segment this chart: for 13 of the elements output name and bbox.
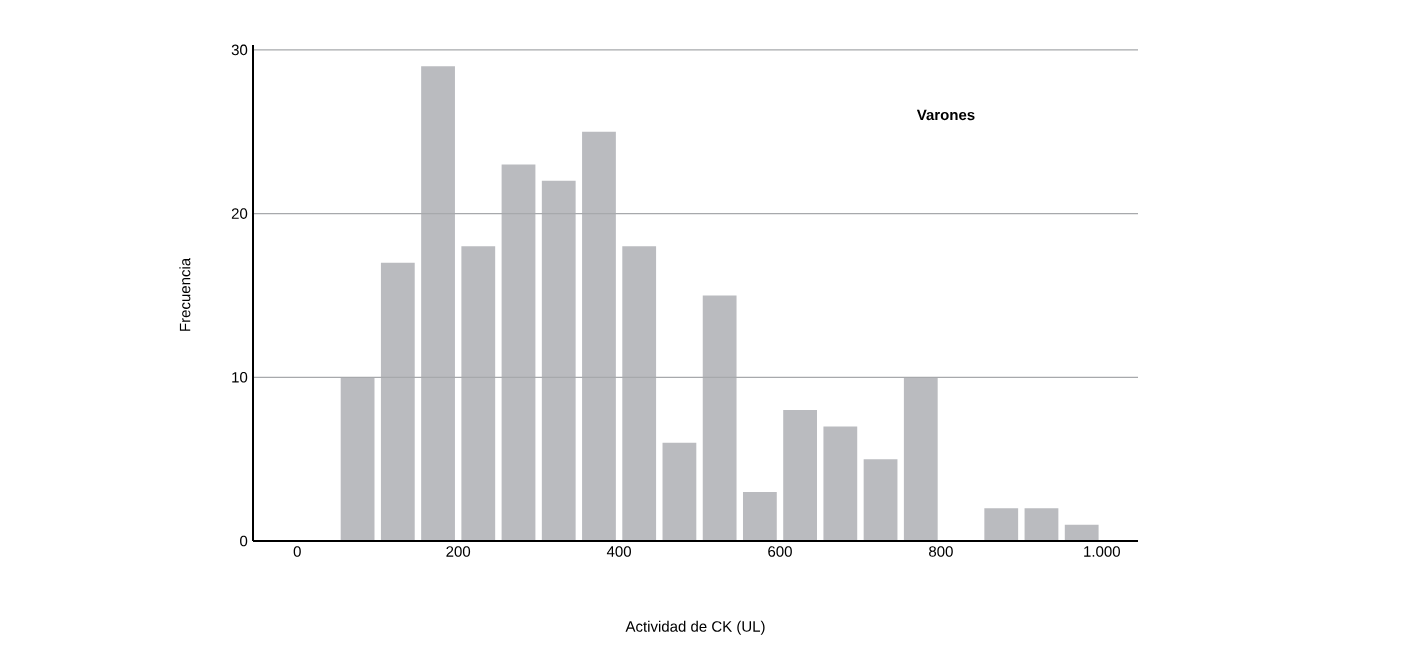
x-axis-title: Actividad de CK (UL) xyxy=(625,620,765,635)
x-tick-label: 800 xyxy=(929,546,953,557)
y-tick-label: 20 xyxy=(231,208,248,219)
y-tick-label: 30 xyxy=(231,44,248,56)
y-tick-label: 0 xyxy=(240,535,248,547)
y-tick-label: 10 xyxy=(232,372,248,383)
x-tick-label: 400 xyxy=(606,546,631,557)
x-tick-label: 200 xyxy=(446,546,471,557)
x-tick-label: 600 xyxy=(768,546,792,557)
x-tick-label: 1.000 xyxy=(1084,546,1120,557)
x-tick-label: 0 xyxy=(293,546,301,557)
annotation: Varones xyxy=(916,109,975,121)
y-axis-title: Frecuencia xyxy=(179,257,191,331)
